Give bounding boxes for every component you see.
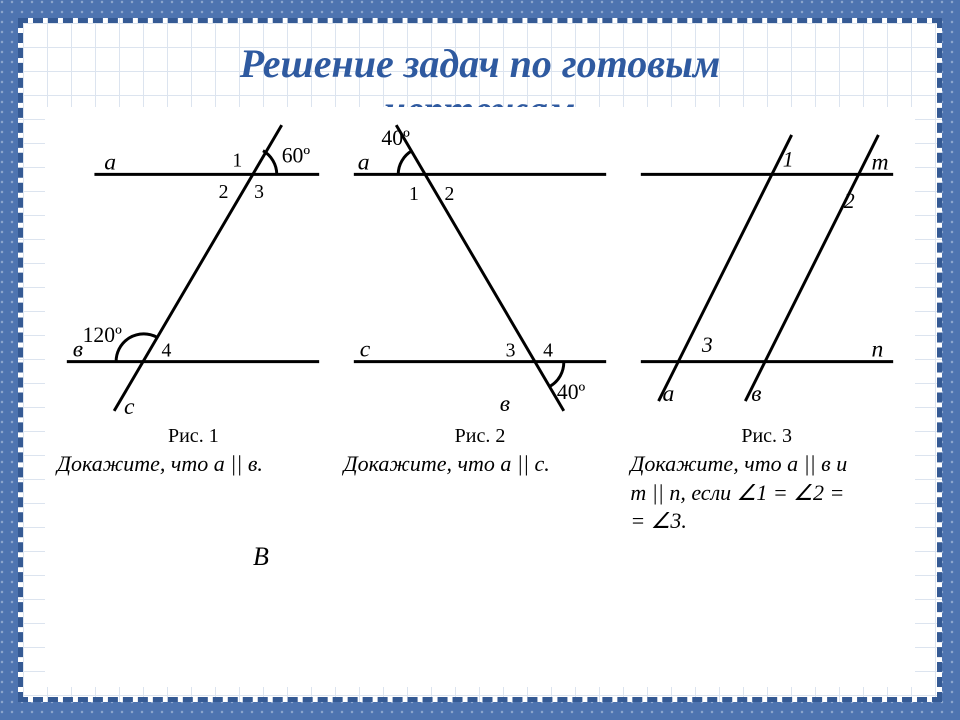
figure-2-svg: a c в 40º 40º 1 2 3 4: [342, 113, 618, 423]
outer-frame: Решение задач по готовым чертежам: [0, 0, 960, 720]
fig3-num-2: 2: [844, 189, 855, 213]
task-3-line1: Докажите, что a || в и: [630, 450, 903, 479]
figure-1: a в c 60º 120º 1 2 3 4: [53, 113, 334, 448]
fig1-angle-60: 60º: [282, 144, 311, 168]
task-1: Докажите, что a || в.: [53, 450, 334, 536]
fig1-num-1: 1: [233, 149, 243, 171]
fig2-angle-top: 40º: [381, 126, 410, 150]
figure-1-svg: a в c 60º 120º 1 2 3 4: [55, 113, 331, 423]
fig1-num-2: 2: [219, 181, 229, 203]
figure-3-caption: Рис. 3: [741, 425, 792, 448]
task-2: Докажите, что a || c.: [340, 450, 621, 536]
figures-panel: a в c 60º 120º 1 2 3 4: [45, 107, 915, 687]
task-2-text: Докажите, что a || c.: [344, 451, 550, 476]
figure-3-svg: m n a в 1 2 3: [629, 113, 905, 423]
figure-1-caption: Рис. 1: [168, 425, 219, 448]
figures-row: a в c 60º 120º 1 2 3 4: [53, 113, 907, 448]
task-3-line3: = ∠3.: [630, 507, 903, 536]
fig1-line-a-label: a: [105, 149, 117, 175]
figure-2-caption: Рис. 2: [455, 425, 506, 448]
fig1-transversal-label: c: [124, 394, 135, 420]
fig2-line-a-label: a: [358, 149, 370, 175]
fig2-num-1: 1: [409, 183, 419, 205]
fig2-line-c-label: c: [360, 337, 371, 363]
fig3-line-n-label: n: [871, 337, 883, 363]
dashed-frame: Решение задач по готовым чертежам: [18, 18, 942, 702]
figure-2: a c в 40º 40º 1 2 3 4: [340, 113, 621, 448]
fig1-num-3: 3: [254, 181, 264, 203]
fig2-num-3: 3: [506, 340, 516, 362]
fig3-num-1: 1: [782, 147, 793, 171]
tasks-row: Докажите, что a || в. Докажите, что a ||…: [53, 450, 907, 536]
figure-3: m n a в 1 2 3 Рис. 3: [626, 113, 907, 448]
fig1-num-4: 4: [162, 340, 172, 362]
fig3-transversal-a-label: a: [662, 381, 674, 407]
task-3-line2: m || n, если ∠1 = ∠2 =: [630, 479, 903, 508]
fig2-angle-bottom: 40º: [557, 380, 586, 404]
variant-label: B: [53, 542, 269, 572]
fig1-angle-120: 120º: [83, 323, 123, 347]
fig1-line-b-label: в: [73, 337, 83, 363]
fig2-transversal-label: в: [500, 391, 510, 417]
title-line-1: Решение задач по готовым: [240, 41, 721, 87]
fig2-num-4: 4: [543, 340, 553, 362]
fig3-num-3: 3: [701, 333, 713, 357]
fig3-transversal-b-label: в: [751, 381, 761, 407]
task-1-text: Докажите, что a || в.: [57, 451, 263, 476]
fig2-num-2: 2: [445, 183, 455, 205]
task-3: Докажите, что a || в и m || n, если ∠1 =…: [626, 450, 907, 536]
fig3-line-m-label: m: [871, 149, 888, 175]
